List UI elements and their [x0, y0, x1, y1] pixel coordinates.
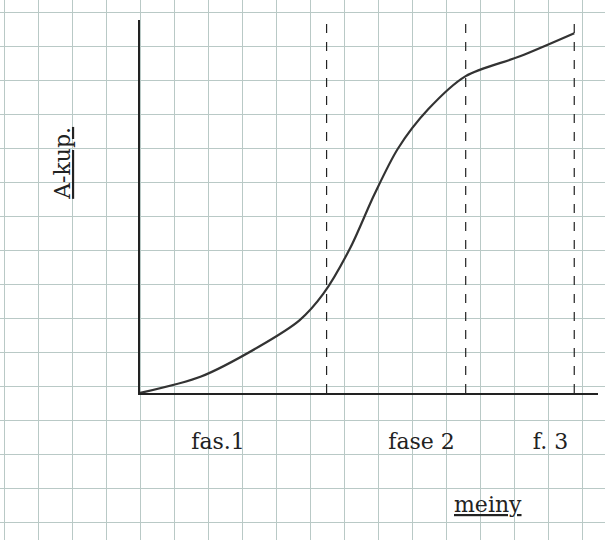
svg-text:meiny: meiny [454, 492, 522, 517]
svg-text:f. 3: f. 3 [533, 429, 568, 454]
svg-text:fase 2: fase 2 [388, 429, 455, 454]
svg-text:A-kup.: A-kup. [50, 127, 75, 200]
svg-text:fas.1: fas.1 [191, 429, 245, 454]
